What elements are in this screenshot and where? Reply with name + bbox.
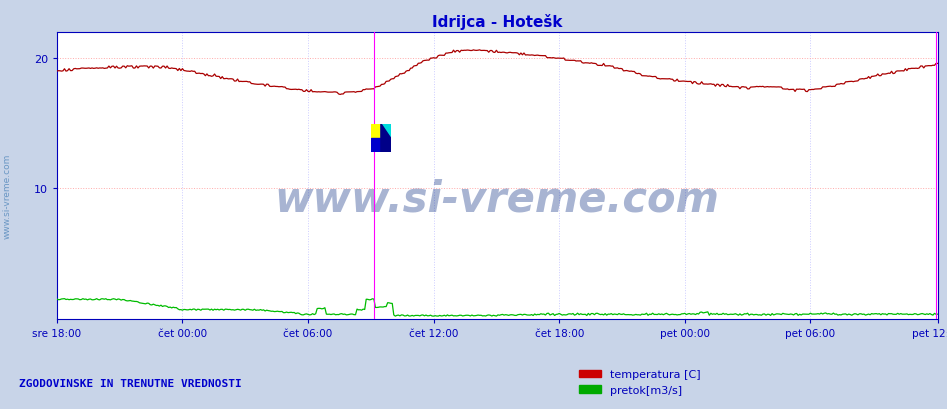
Legend: temperatura [C], pretok[m3/s]: temperatura [C], pretok[m3/s] [574,365,705,399]
Title: Idrijca - Hotešk: Idrijca - Hotešk [432,14,563,30]
Text: ZGODOVINSKE IN TRENUTNE VREDNOSTI: ZGODOVINSKE IN TRENUTNE VREDNOSTI [19,378,241,389]
Text: www.si-vreme.com: www.si-vreme.com [275,178,720,220]
Text: www.si-vreme.com: www.si-vreme.com [3,154,12,239]
